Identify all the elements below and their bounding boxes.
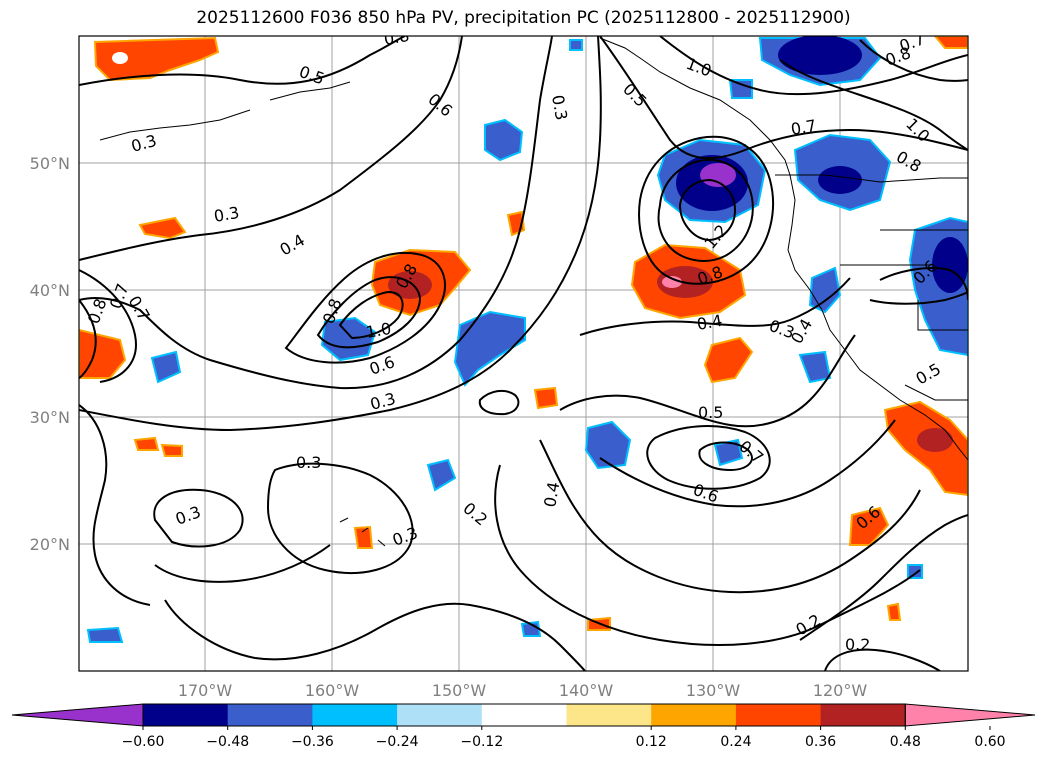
precip-negative-area [798, 350, 832, 384]
contour-label: 0.3 [548, 93, 571, 121]
map-panel: 0.5 0.6 0.3 0.7 0.8 1.0 0.3 0.3 0.4 0.8 … [79, 26, 968, 671]
colorbar-segment [820, 704, 906, 726]
precip-negative-area [320, 316, 377, 362]
colorbar-outline [142, 703, 906, 727]
colorbar-segment [227, 704, 313, 726]
precip-negative-area [484, 118, 524, 162]
colorbar-segment [312, 704, 398, 726]
precip-negative-area [426, 458, 457, 492]
colorbar-segment [143, 704, 229, 726]
precip-negative-area [569, 39, 583, 51]
colorbar-segment [735, 704, 822, 726]
longitude-ticks: 170°W 160°W 150°W 140°W 130°W 120°W [178, 681, 868, 700]
colorbar-tick-label: 0.60 [974, 734, 1005, 750]
precip-positive-area [79, 328, 127, 379]
precip-negative-area [453, 310, 526, 387]
lat-tick-label: 20°N [30, 535, 70, 554]
colorbar-tick-label: −0.12 [460, 734, 503, 750]
precipitation-shading [79, 36, 968, 643]
latitude-ticks: 50°N 40°N 30°N 20°N [30, 154, 70, 554]
contour-label: 0.5 [698, 403, 723, 422]
colorbar-segment [651, 704, 737, 726]
lat-tick-label: 50°N [30, 154, 70, 173]
contour-label: 0.4 [695, 311, 723, 334]
colorbar-tick-label: 0.48 [890, 734, 921, 750]
contour-label: 0.8 [382, 26, 410, 49]
contour-label: 0.7 [789, 116, 817, 139]
lon-tick-label: 120°W [813, 681, 868, 700]
contour-label: 0.2 [845, 635, 870, 654]
map-border [78, 35, 969, 672]
precip-positive-area [138, 216, 187, 240]
precip-negative-area [584, 420, 632, 470]
precip-negative-area [808, 266, 842, 314]
contour-label: 0.3 [296, 453, 321, 472]
lon-tick-label: 170°W [178, 681, 233, 700]
precip-negative-area [907, 564, 923, 579]
precip-negative-area [728, 79, 753, 99]
precip-negative-area [520, 620, 542, 637]
lat-tick-label: 30°N [30, 408, 70, 427]
precip-positive-area [353, 525, 374, 549]
precip-positive-area [933, 36, 968, 49]
precip-negative-area [713, 438, 744, 467]
colorbar-tick-label: −0.24 [376, 734, 419, 750]
colorbar-segment [397, 704, 483, 726]
precip-positive-area [160, 443, 183, 457]
colorbar-tick-label: −0.48 [206, 734, 249, 750]
colorbar-extend-high [904, 703, 1036, 727]
precip-positive-area [533, 386, 559, 410]
colorbar-segment [481, 704, 567, 726]
contour-label: 0.3 [212, 203, 240, 226]
colorbar-tick-label: 0.24 [720, 734, 751, 750]
precip-positive-area [848, 506, 890, 546]
lat-tick-label: 40°N [30, 281, 70, 300]
coastlines [99, 37, 968, 547]
lon-tick-label: 140°W [559, 681, 614, 700]
precip-positive-area [93, 36, 220, 82]
precip-positive-area [133, 436, 160, 451]
chart-title: 2025112600 F036 850 hPa PV, precipitatio… [196, 8, 851, 28]
precip-positive-area [886, 602, 902, 621]
colorbar-tick-label: 0.36 [805, 734, 836, 750]
precip-positive-area [703, 336, 754, 384]
colorbar-tick-label: 0.12 [636, 734, 667, 750]
precip-negative-area [86, 626, 124, 643]
colorbar: −0.60 −0.48 −0.36 −0.24 −0.12 0.12 0.24 0.36 0.4… [11, 703, 1036, 750]
precip-negative-area [150, 350, 182, 384]
colorbar-tick-label: −0.36 [291, 734, 334, 750]
lon-tick-label: 160°W [305, 681, 360, 700]
colorbar-tick-label: −0.60 [122, 734, 165, 750]
colorbar-extend-low [11, 703, 144, 727]
colorbar-segment [566, 704, 652, 726]
lon-tick-label: 150°W [432, 681, 487, 700]
contour-label: 1.0 [364, 319, 392, 342]
lon-tick-label: 130°W [686, 681, 741, 700]
contour-label: 0.4 [540, 480, 563, 508]
pv-contours [79, 36, 968, 671]
